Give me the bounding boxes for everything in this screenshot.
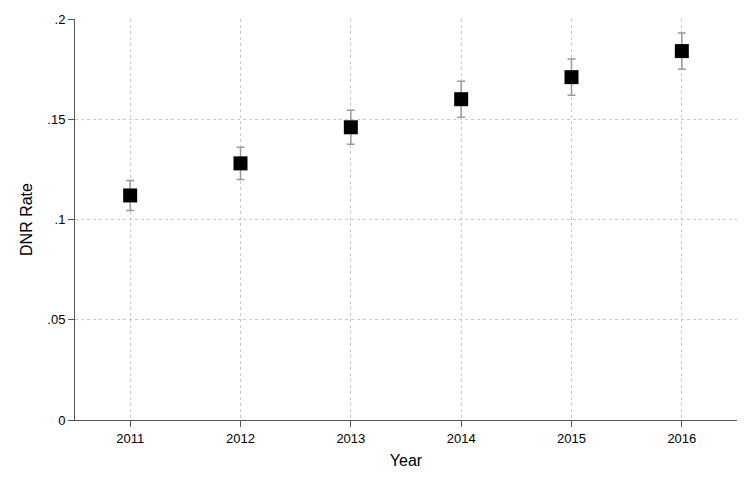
svg-text:.2: .2 <box>55 12 66 27</box>
svg-text:2013: 2013 <box>336 431 365 446</box>
svg-text:.1: .1 <box>55 212 66 227</box>
svg-text:2014: 2014 <box>447 431 476 446</box>
svg-text:.05: .05 <box>47 312 65 327</box>
svg-text:0: 0 <box>58 413 65 428</box>
svg-text:2012: 2012 <box>226 431 255 446</box>
svg-text:2016: 2016 <box>667 431 696 446</box>
svg-text:2011: 2011 <box>116 431 144 446</box>
svg-text:2015: 2015 <box>557 431 586 446</box>
svg-text:.15: .15 <box>47 112 65 127</box>
svg-text:DNR Rate: DNR Rate <box>18 183 35 256</box>
svg-text:Year: Year <box>390 452 423 469</box>
